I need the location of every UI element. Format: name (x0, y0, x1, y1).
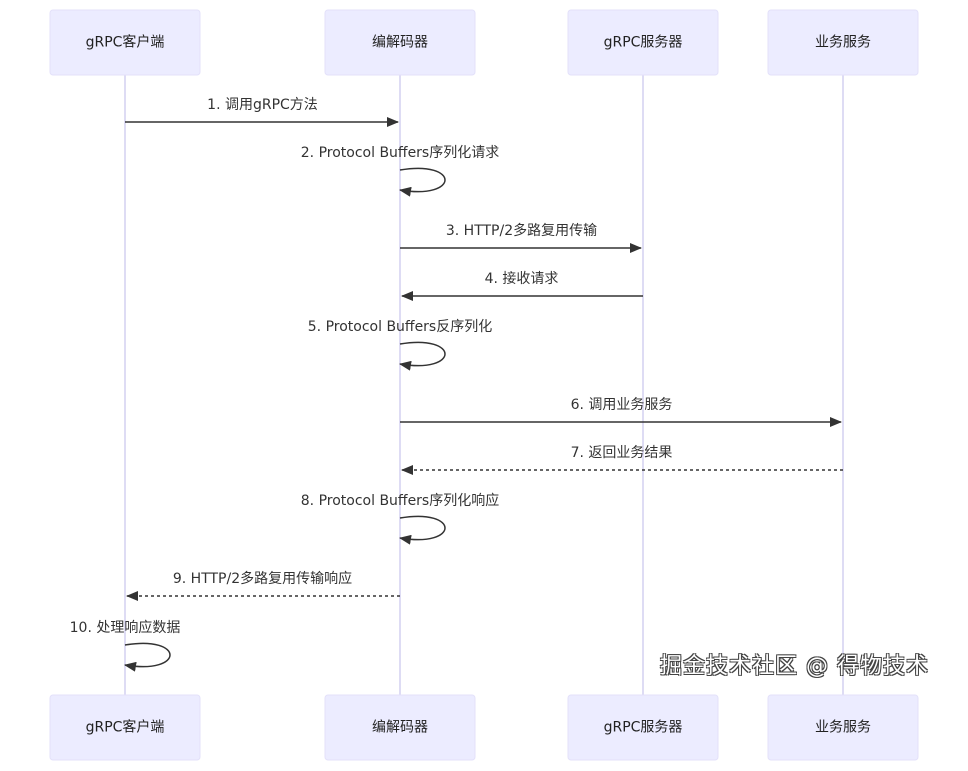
actor-business-top[interactable]: 业务服务 (767, 9, 919, 76)
actor-label: 编解码器 (372, 720, 428, 736)
actor-box (567, 9, 719, 76)
message-label: 8. Protocol Buffers序列化响应 (301, 492, 499, 509)
actor-label: 业务服务 (815, 720, 871, 736)
actor-label: gRPC服务器 (604, 720, 683, 736)
message-9: 9. HTTP/2多路复用传输响应 (126, 570, 400, 601)
actor-label: 编解码器 (372, 35, 428, 51)
actor-client-top[interactable]: gRPC客户端 (49, 9, 201, 76)
actor-server-top[interactable]: gRPC服务器 (567, 9, 719, 76)
message-label: 2. Protocol Buffers序列化请求 (301, 145, 499, 161)
actor-box (567, 694, 719, 761)
message-5: 5. Protocol Buffers反序列化 (308, 319, 492, 371)
actor-box (324, 694, 476, 761)
message-4: 4. 接收请求 (401, 270, 643, 301)
message-label: 9. HTTP/2多路复用传输响应 (173, 570, 352, 587)
message-6: 6. 调用业务服务 (400, 397, 842, 427)
actor-codec-top[interactable]: 编解码器 (324, 9, 476, 76)
actor-server-bottom[interactable]: gRPC服务器 (567, 694, 719, 761)
message-2: 2. Protocol Buffers序列化请求 (301, 145, 499, 197)
actor-box (49, 694, 201, 761)
actor-codec-bottom[interactable]: 编解码器 (324, 694, 476, 761)
message-1: 1. 调用gRPC方法 (125, 97, 399, 127)
actor-label: 业务服务 (815, 35, 871, 51)
message-3: 3. HTTP/2多路复用传输 (400, 222, 642, 253)
self-loop-arrow (399, 515, 446, 545)
self-loop-arrow (399, 167, 446, 197)
message-label: 3. HTTP/2多路复用传输 (446, 222, 597, 239)
actor-label: gRPC客户端 (86, 719, 165, 736)
actor-label: gRPC客户端 (86, 34, 165, 51)
message-label: 1. 调用gRPC方法 (207, 97, 318, 113)
message-label: 5. Protocol Buffers反序列化 (308, 319, 492, 335)
self-loop-arrow (399, 341, 446, 371)
watermark: 掘金技术社区 @ 得物技术 (660, 654, 929, 679)
actor-label: gRPC服务器 (604, 35, 683, 51)
message-7: 7. 返回业务结果 (401, 445, 843, 475)
message-label: 7. 返回业务结果 (571, 445, 673, 461)
message-8: 8. Protocol Buffers序列化响应 (301, 492, 499, 545)
actor-box (767, 9, 919, 76)
message-10: 10. 处理响应数据 (70, 619, 181, 672)
actor-box (49, 9, 201, 76)
actor-box (767, 694, 919, 761)
message-label: 10. 处理响应数据 (70, 619, 181, 636)
self-loop-arrow (124, 642, 171, 672)
actor-box (324, 9, 476, 76)
actor-business-bottom[interactable]: 业务服务 (767, 694, 919, 761)
message-label: 4. 接收请求 (485, 270, 559, 287)
message-label: 6. 调用业务服务 (571, 397, 673, 413)
actor-client-bottom[interactable]: gRPC客户端 (49, 694, 201, 761)
